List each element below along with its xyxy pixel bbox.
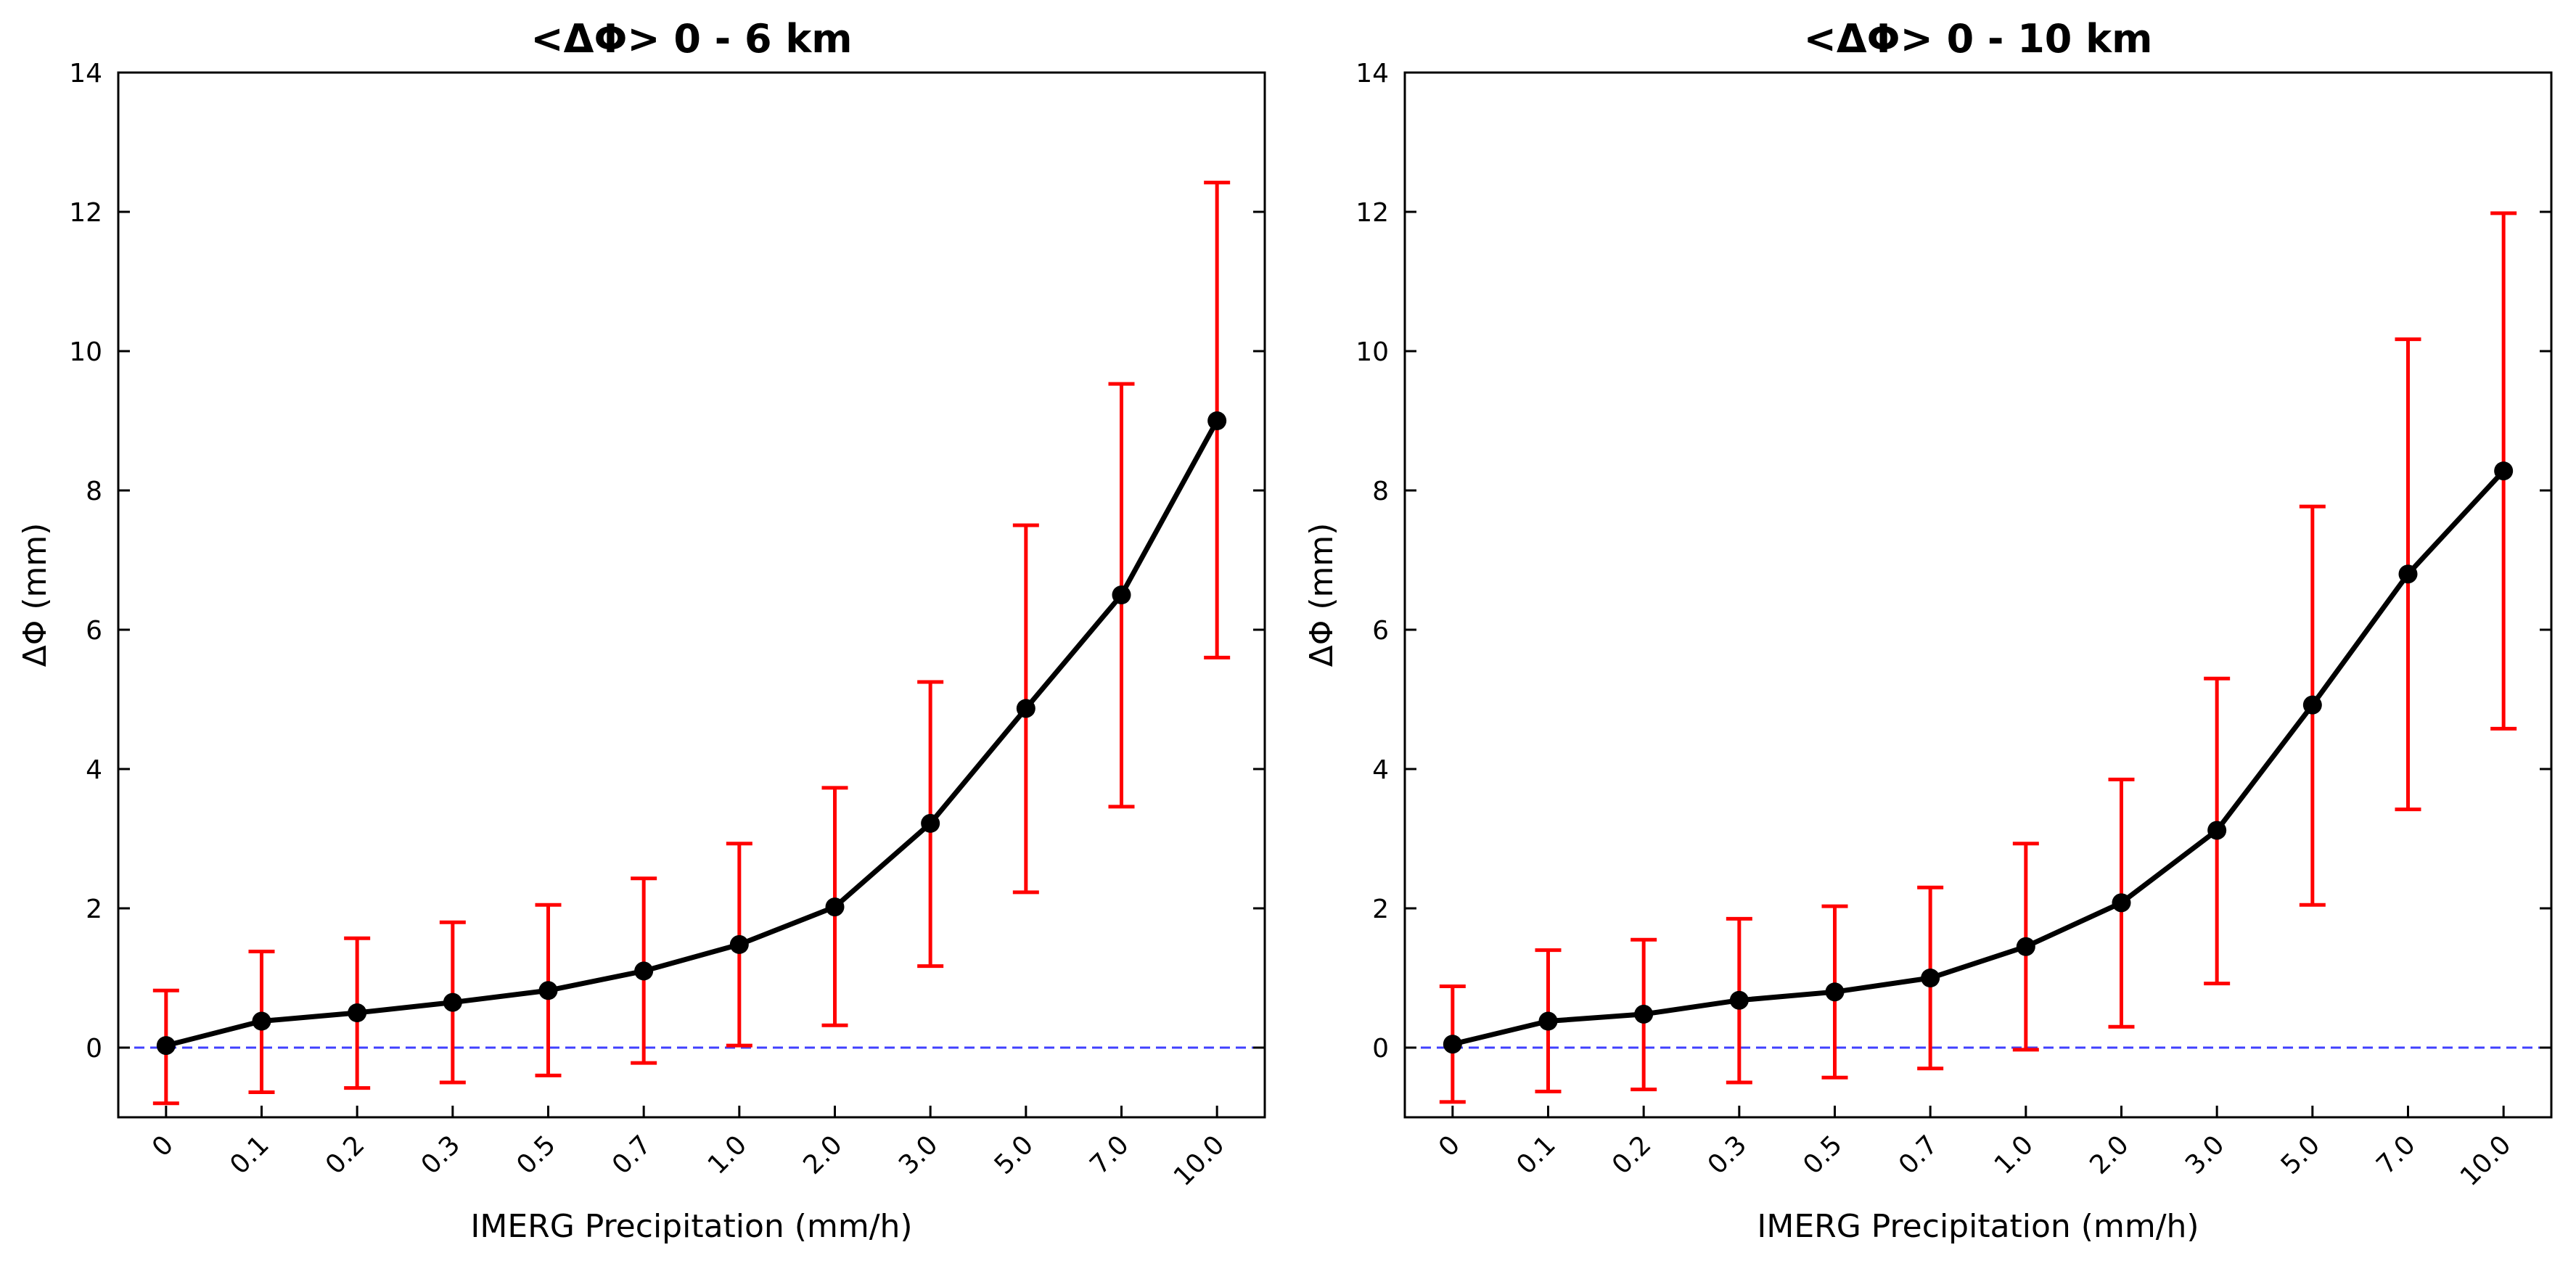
data-point [538, 981, 558, 1000]
data-point [1634, 1004, 1654, 1024]
y-tick-label: 10 [1355, 337, 1389, 367]
x-tick-label: 2.0 [2084, 1130, 2134, 1180]
data-point [2494, 461, 2514, 481]
x-tick-label: 0.3 [1702, 1130, 1752, 1180]
x-tick-label: 1.0 [1989, 1130, 2039, 1180]
y-tick-label: 10 [69, 337, 102, 367]
data-point [252, 1011, 271, 1031]
x-axis-label: IMERG Precipitation (mm/h) [470, 1208, 912, 1245]
series-line [165, 419, 1220, 1048]
x-tick-label: 2.0 [797, 1130, 848, 1180]
y-tick-label: 0 [86, 1034, 102, 1064]
y-tick-label: 6 [1372, 616, 1389, 646]
data-point [1112, 585, 1131, 604]
y-tick-label: 4 [86, 755, 102, 785]
chart-panel-2: <ΔΦ> 0 - 10 km 0 2 4 6 8 10 12 14 0 0.1 0.2 0.3 0.5 0.… [1303, 16, 2553, 1245]
x-tick-label: 7.0 [1084, 1130, 1134, 1180]
data-point [443, 992, 462, 1012]
y-tick-label: 6 [86, 616, 102, 646]
x-tick-label: 0.1 [1511, 1130, 1561, 1180]
y-axis-label: ΔΦ (mm) [17, 523, 54, 667]
data-point [1016, 699, 1035, 718]
chart-title: <ΔΦ> 0 - 6 km [530, 16, 852, 62]
x-tick-label: 0.2 [320, 1130, 370, 1180]
y-tick-label: 12 [1355, 198, 1389, 228]
x-tick-label: 0.5 [1797, 1130, 1847, 1180]
axes-frame [117, 71, 1266, 1119]
chart-title: <ΔΦ> 0 - 10 km [1804, 16, 2153, 62]
y-tick-label: 14 [69, 59, 102, 89]
y-tick-label: 8 [1372, 477, 1389, 506]
data-point [2398, 564, 2418, 584]
data-point [1207, 411, 1227, 430]
y-tick-label: 2 [86, 895, 102, 924]
data-point [1825, 982, 1845, 1002]
data-point [2207, 821, 2227, 840]
x-tick-label: 0.3 [416, 1130, 466, 1180]
x-tick-label: 0 [1433, 1130, 1466, 1162]
x-tick-label: 3.0 [2180, 1130, 2230, 1180]
x-tick-label: 10.0 [2455, 1130, 2517, 1192]
x-tick-label: 5.0 [989, 1130, 1039, 1180]
y-axis-label: ΔΦ (mm) [1303, 523, 1340, 667]
x-tick-label: 0.2 [1607, 1130, 1657, 1180]
data-point [1443, 1035, 1462, 1054]
series-line [1452, 469, 2506, 1047]
x-tick-label: 1.0 [702, 1130, 752, 1180]
x-tick-label: 0.7 [1893, 1130, 1943, 1180]
y-tick-label: 0 [1372, 1034, 1389, 1064]
y-tick-label: 4 [1372, 755, 1389, 785]
y-tick-label: 12 [69, 198, 102, 228]
data-point [2112, 893, 2131, 913]
data-point [2302, 695, 2322, 715]
x-tick-label: 0 [147, 1130, 179, 1162]
data-point [1729, 990, 1749, 1010]
data-point [2016, 937, 2035, 956]
data-point [156, 1036, 176, 1056]
data-point [729, 934, 749, 954]
x-tick-label: 0.7 [607, 1130, 657, 1180]
data-point [921, 813, 940, 833]
axes-frame [1403, 71, 2553, 1119]
data-point [825, 897, 845, 917]
chart-panel-1: <ΔΦ> 0 - 6 km 0 2 4 6 8 10 12 14 0 0.1 0.2 0.3 0.5 0.7… [17, 16, 1266, 1245]
x-tick-label: 0.5 [511, 1130, 561, 1180]
data-point [634, 961, 654, 981]
x-tick-label: 7.0 [2371, 1130, 2421, 1180]
data-point [1538, 1011, 1558, 1031]
data-point [1921, 969, 1940, 987]
x-tick-label: 5.0 [2276, 1130, 2326, 1180]
x-tick-label: 3.0 [893, 1130, 943, 1180]
x-tick-label: 10.0 [1168, 1130, 1231, 1192]
y-tick-label: 14 [1355, 59, 1389, 89]
x-axis-label: IMERG Precipitation (mm/h) [1757, 1208, 2199, 1245]
y-tick-label: 8 [86, 477, 102, 506]
data-point [348, 1003, 367, 1022]
x-tick-label: 0.1 [224, 1130, 274, 1180]
y-tick-label: 2 [1372, 895, 1389, 924]
